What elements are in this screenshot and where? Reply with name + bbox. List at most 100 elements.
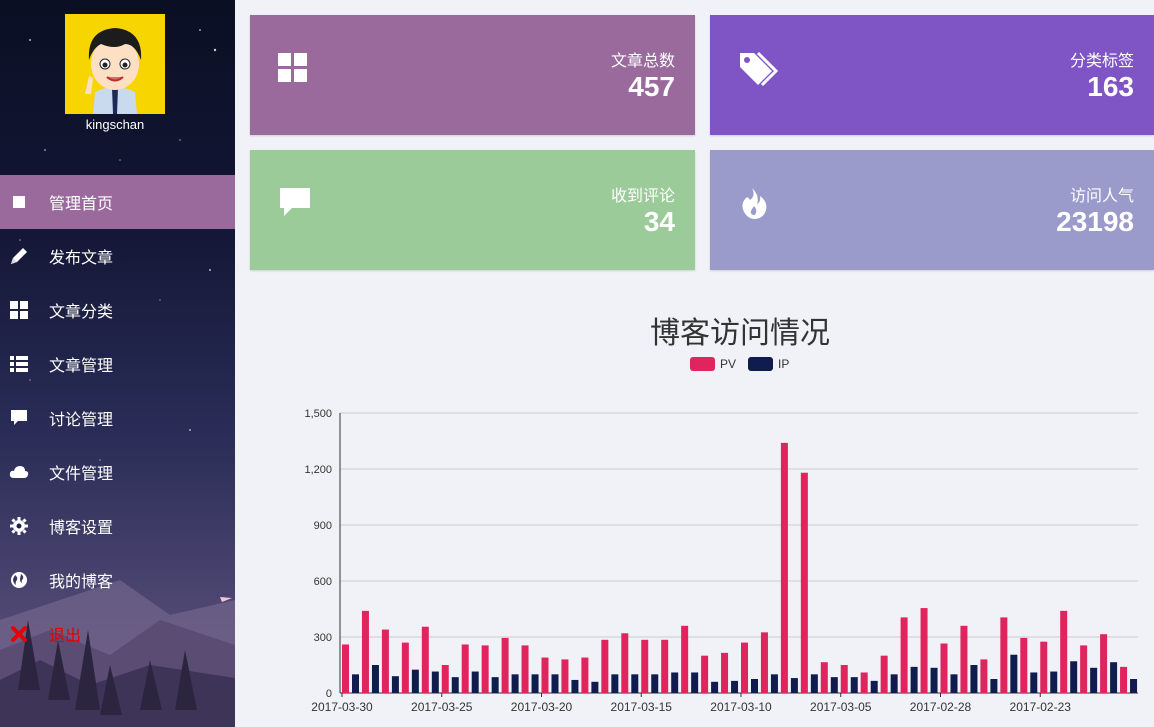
stat-value: 34 [643,206,675,237]
pencil-icon [9,246,29,266]
sidebar-item-label: 文件管理 [49,466,114,483]
bar-ip [571,679,579,693]
bar-ip [691,672,699,693]
bar-pv [621,633,629,693]
bar-pv [421,626,429,693]
stat-card-tags[interactable]: 分类标签 163 [710,15,1154,135]
bar-ip [591,681,599,693]
legend-swatch-ip [748,357,774,371]
bar-pv [820,662,828,693]
comment-icon [278,186,322,230]
bar-ip [1050,671,1058,693]
bar-pv [461,644,469,693]
bar-pv [940,643,948,693]
bar-pv [1000,617,1008,693]
sidebar-item-label: 文章管理 [49,358,114,375]
sidebar-item-discussions[interactable]: 讨论管理 [0,391,235,445]
bar-ip [950,674,958,693]
bar-ip [711,681,719,693]
bar-ip [611,674,619,693]
x-tick-label: 2017-03-20 [511,700,573,714]
bar-pv [521,645,529,693]
sidebar-item-label: 退出 [49,628,82,645]
bar-ip [1090,667,1098,693]
bar-ip [870,680,878,693]
stat-label: 分类标签 [1069,53,1134,70]
sidebar-nav: 管理首页 发布文章 文章分类 文章管理 讨论管理 [0,175,235,661]
sidebar-item-logout[interactable]: 退出 [0,607,235,661]
avatar[interactable] [65,14,165,114]
y-tick-label: 900 [314,520,332,532]
bar-pv [860,672,868,693]
bar-pv [1120,666,1128,693]
bar-pv [701,655,709,693]
x-tick-label: 2017-03-10 [710,700,772,714]
sidebar-item-label: 发布文章 [49,250,114,267]
bar-pv [800,472,808,693]
bar-ip [990,679,998,693]
sidebar-item-dashboard[interactable]: 管理首页 [0,175,235,229]
globe-icon [9,570,29,590]
bar-pv [1100,634,1108,693]
comment-icon [9,408,29,428]
x-tick-label: 2017-02-23 [1010,700,1072,714]
sidebar-item-categories[interactable]: 文章分类 [0,283,235,337]
bar-ip [790,678,798,693]
x-tick-label: 2017-03-30 [311,700,373,714]
bar-ip [731,680,739,693]
bar-pv [501,637,509,693]
stat-value: 163 [1087,71,1134,102]
bar-pv [721,652,729,693]
close-icon [9,624,29,644]
bar-pv [342,644,349,693]
sidebar-item-publish[interactable]: 发布文章 [0,229,235,283]
bar-pv [900,617,908,693]
bar-ip [371,665,379,693]
sidebar-item-settings[interactable]: 博客设置 [0,499,235,553]
sidebar-item-articles[interactable]: 文章管理 [0,337,235,391]
stat-card-visits[interactable]: 访问人气 23198 [710,150,1154,270]
y-tick-label: 600 [314,576,332,588]
y-tick-label: 1,500 [304,408,332,420]
bar-ip [391,676,399,693]
stat-value: 457 [628,71,675,102]
bar-pv [641,639,649,693]
sidebar-item-files[interactable]: 文件管理 [0,445,235,499]
sidebar-item-my-blog[interactable]: 我的博客 [0,553,235,607]
bar-ip [451,677,459,693]
sidebar-item-label: 我的博客 [49,574,114,591]
legend-item-ip[interactable]: IP [748,357,789,371]
y-tick-label: 0 [326,688,332,700]
bar-ip [810,674,818,693]
legend-item-pv[interactable]: PV [690,357,736,371]
list-icon [9,354,29,374]
bar-pv [960,625,968,693]
sidebar-item-label: 博客设置 [49,520,114,537]
x-tick-label: 2017-03-15 [611,700,673,714]
sidebar-item-label: 管理首页 [49,196,114,213]
bar-pv [1020,637,1028,693]
bar-ip [352,674,359,693]
bar-ip [770,674,778,693]
legend-label: PV [720,357,737,371]
bar-pv [481,645,489,693]
bar-ip [910,666,918,693]
bar-pv [1060,610,1068,693]
chart-legend: PV IP [690,357,801,371]
stat-label: 收到评论 [610,188,675,205]
stat-card-articles[interactable]: 文章总数 457 [250,15,695,135]
bar-ip [671,672,679,693]
bar-pv [441,665,449,693]
stat-card-comments[interactable]: 收到评论 34 [250,150,695,270]
bar-ip [1130,679,1138,693]
bar-pv [561,659,569,693]
bar-ip [631,674,639,693]
bar-ip [970,665,978,693]
bar-pv [1040,641,1048,693]
bar-pv [880,655,888,693]
bar-ip [471,671,479,693]
bar-ip [511,674,519,693]
bar-pv [661,639,669,693]
bar-ip [830,677,838,693]
sidebar-item-label: 讨论管理 [49,412,114,429]
